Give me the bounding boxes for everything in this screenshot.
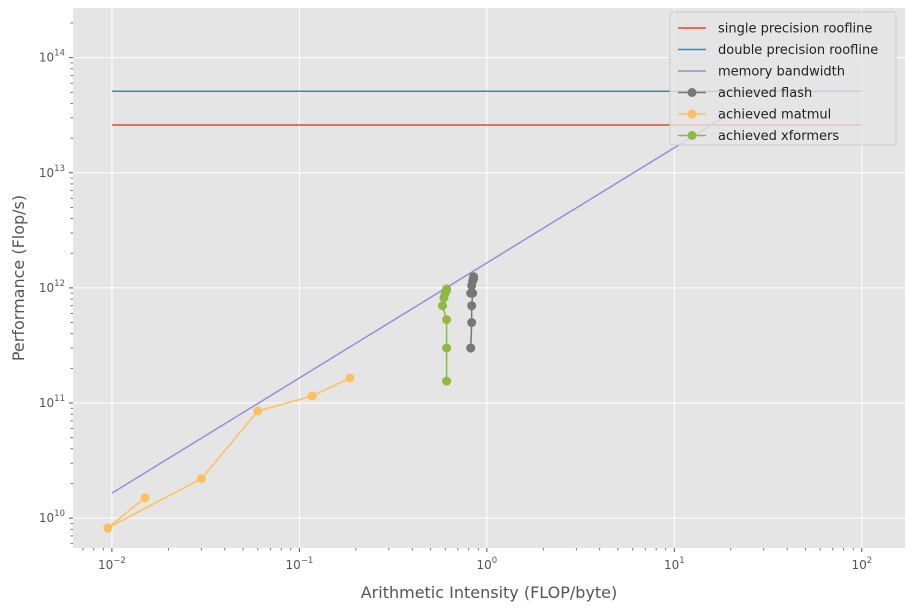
series-memory-bandwidth	[111, 112, 732, 494]
x-tick-label: 102	[851, 556, 872, 572]
x-axis-label: Arithmetic Intensity (FLOP/byte)	[361, 583, 618, 602]
data-point	[467, 301, 477, 311]
data-point	[196, 474, 206, 484]
tick-marks	[69, 22, 863, 552]
legend-item: achieved flash	[678, 86, 812, 101]
legend-item: memory bandwidth	[678, 65, 845, 80]
data-point	[442, 284, 452, 294]
x-tick-labels: 10−2 10−1 100 101 102	[98, 556, 872, 572]
series-line	[111, 112, 732, 494]
y-axis-label: Performance (Flop/s)	[9, 195, 28, 361]
data-point	[466, 288, 476, 298]
y-tick-label: 1014	[39, 49, 65, 65]
data-point	[442, 343, 452, 353]
data-point	[442, 315, 452, 325]
legend-marker	[687, 109, 697, 119]
legend: single precision roofline double precisio…	[669, 11, 897, 146]
data-point	[253, 406, 263, 416]
legend-box	[669, 11, 897, 146]
data-point	[442, 376, 452, 386]
y-tick-label: 1012	[39, 279, 65, 295]
legend-item: achieved matmul	[678, 108, 831, 123]
series-achieved-flash	[466, 272, 479, 353]
y-tick-labels: 1010 1011 1012 1013 1014	[39, 49, 65, 525]
legend-item: double precision roofline	[678, 43, 878, 58]
y-tick-label: 1011	[39, 394, 65, 410]
data-point	[345, 373, 355, 383]
data-point	[467, 318, 477, 328]
x-tick-label: 101	[664, 556, 685, 572]
data-point	[466, 343, 476, 353]
data-point	[469, 272, 479, 282]
data-point	[140, 493, 150, 503]
series-achieved-xformers	[438, 284, 452, 386]
legend-label: achieved xformers	[718, 129, 839, 144]
legend-item: single precision roofline	[678, 22, 872, 37]
data-point	[438, 301, 448, 311]
legend-label: double precision roofline	[718, 43, 878, 58]
y-tick-label: 1010	[39, 509, 65, 525]
x-tick-label: 100	[477, 556, 498, 572]
legend-label: memory bandwidth	[718, 65, 845, 80]
series-achieved-matmul	[103, 373, 355, 533]
legend-item: achieved xformers	[678, 129, 839, 144]
data-point	[103, 523, 113, 533]
legend-marker	[687, 88, 697, 97]
legend-label: achieved matmul	[718, 108, 831, 123]
legend-label: achieved flash	[718, 86, 812, 101]
legend-marker	[687, 131, 697, 140]
legend-label: single precision roofline	[718, 22, 872, 37]
x-tick-label: 10−2	[98, 556, 126, 572]
data-point	[307, 391, 317, 401]
x-tick-label: 10−1	[285, 556, 313, 572]
y-tick-label: 1013	[39, 164, 65, 180]
